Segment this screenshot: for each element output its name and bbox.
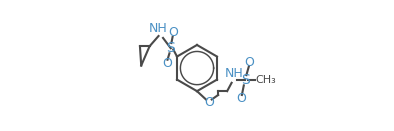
Text: CH₃: CH₃	[255, 75, 276, 85]
Text: O: O	[162, 57, 172, 70]
Text: S: S	[166, 41, 175, 55]
Text: NH: NH	[225, 67, 243, 80]
Text: S: S	[241, 73, 249, 87]
Text: O: O	[204, 95, 214, 109]
Text: O: O	[168, 26, 178, 39]
Text: O: O	[245, 56, 255, 69]
Text: NH: NH	[149, 22, 168, 35]
Text: O: O	[236, 92, 246, 105]
